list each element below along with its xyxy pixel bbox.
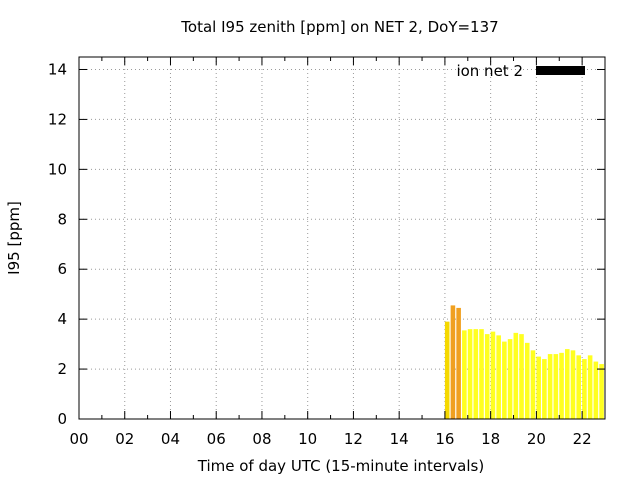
x-tick-label: 22 [573,430,592,448]
bar [490,331,496,419]
bar [444,321,450,419]
bar [570,350,576,419]
x-tick-label: 00 [69,430,88,448]
x-tick-label: 16 [435,430,454,448]
bar [502,341,507,419]
bar [542,359,547,419]
bar [587,355,593,419]
bar [576,355,581,419]
y-tick-label: 12 [48,110,67,128]
bar [553,354,559,419]
x-tick-label: 06 [207,430,226,448]
chart-title: Total I95 zenith [ppm] on NET 2, DoY=137 [180,18,498,36]
bar [473,329,479,419]
y-axis-label: I95 [ppm] [5,201,23,275]
bar [599,364,604,419]
bar [513,332,519,419]
y-tick-label: 10 [48,160,67,178]
x-tick-label: 20 [527,430,546,448]
grid-layer [79,57,605,419]
bar [582,359,587,419]
y-tick-label: 6 [57,260,67,278]
bar [536,356,541,419]
bar [564,349,570,419]
x-tick-label: 08 [252,430,271,448]
bar [530,350,536,419]
bar [547,354,553,419]
legend: ion net 2 [456,62,585,80]
bar [559,352,564,419]
bar [450,305,456,419]
bar [496,335,501,419]
x-tick-label: 10 [298,430,317,448]
x-tick-label: 04 [161,430,180,448]
x-axis-label: Time of day UTC (15-minute intervals) [197,457,484,475]
bar [456,307,461,419]
x-tick-label: 14 [390,430,409,448]
bar [524,342,530,419]
bar [519,334,524,419]
bar [467,329,473,419]
y-tick-label: 2 [57,360,67,378]
legend-label: ion net 2 [456,62,523,80]
x-tick-label: 12 [344,430,363,448]
bar [507,339,513,419]
x-tick-label: 18 [481,430,500,448]
bar [479,329,484,419]
y-tick-label: 0 [57,410,67,428]
bar [462,330,467,419]
bar [593,361,599,419]
y-tick-label: 4 [57,310,67,328]
legend-swatch [536,66,585,75]
bar [484,334,490,419]
y-tick-label: 14 [48,60,67,78]
bar-layer [444,305,604,419]
plot-frame [78,56,606,420]
x-tick-label: 02 [115,430,134,448]
y-tick-label: 8 [57,210,67,228]
